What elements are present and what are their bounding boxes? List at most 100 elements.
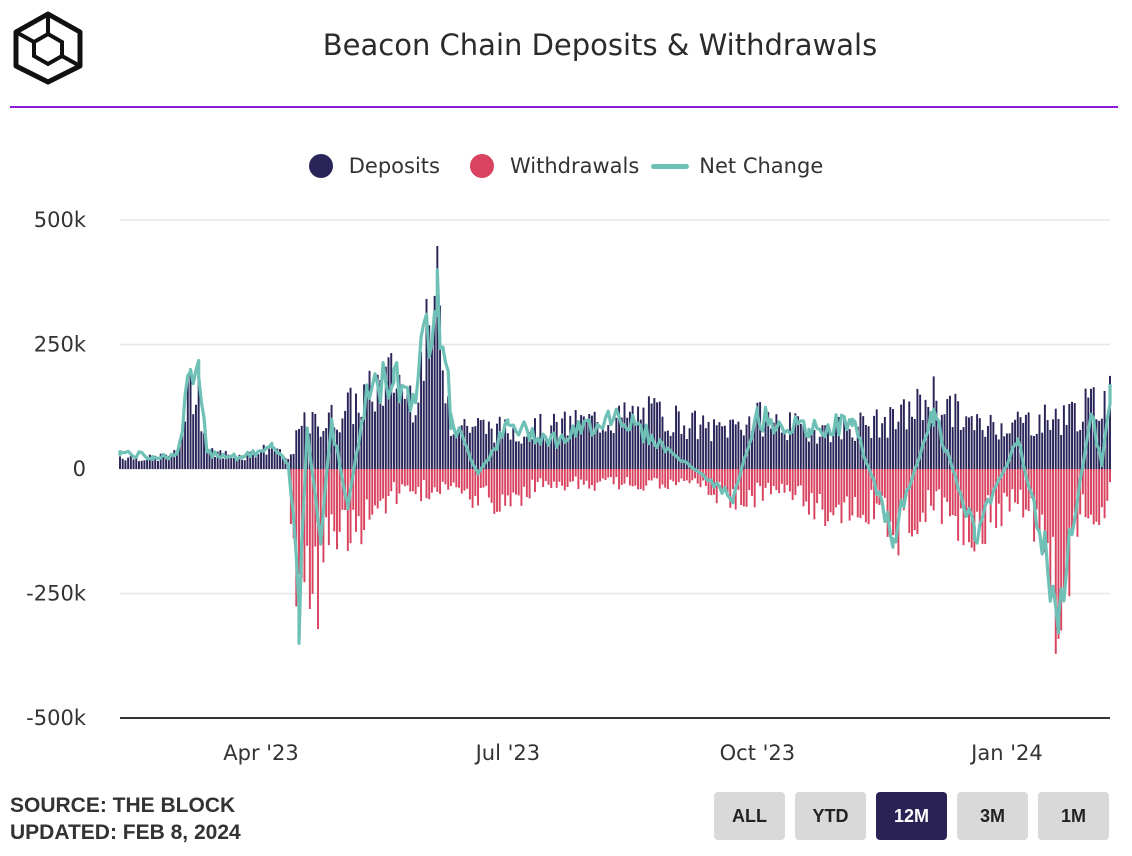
deposit-bar xyxy=(566,435,569,469)
deposit-bar xyxy=(962,427,965,469)
deposit-bar xyxy=(311,412,314,469)
deposit-bar xyxy=(824,425,827,469)
withdrawal-bar xyxy=(859,469,862,519)
withdrawal-bar xyxy=(349,469,352,544)
withdrawal-bar xyxy=(669,469,672,480)
deposit-bar xyxy=(691,412,694,469)
deposit-bar xyxy=(848,429,851,469)
deposit-bar xyxy=(1022,422,1025,469)
withdrawal-bars xyxy=(289,469,1111,654)
deposit-bar xyxy=(523,436,526,469)
withdrawal-bar xyxy=(552,469,555,482)
withdrawal-bar xyxy=(694,469,696,479)
deposit-bar xyxy=(845,428,848,469)
withdrawal-bar xyxy=(924,469,927,523)
range-button-all[interactable]: ALL xyxy=(714,792,785,840)
deposit-bar xyxy=(235,459,238,469)
withdrawal-bar xyxy=(761,469,764,501)
withdrawal-bar xyxy=(870,469,873,490)
deposit-bar xyxy=(620,417,623,469)
range-button-1m[interactable]: 1M xyxy=(1038,792,1109,840)
deposit-bar xyxy=(851,437,854,469)
deposit-bar xyxy=(588,413,591,469)
deposit-bar xyxy=(181,434,184,469)
deposit-bar xyxy=(547,439,550,469)
deposit-bar xyxy=(520,443,523,469)
withdrawal-bar xyxy=(566,469,569,487)
withdrawal-bar xyxy=(740,469,743,505)
withdrawal-bar xyxy=(959,469,962,509)
withdrawal-bar xyxy=(954,469,957,517)
withdrawal-bar xyxy=(995,469,998,528)
withdrawal-bar xyxy=(460,469,463,494)
withdrawal-bar xyxy=(930,469,932,506)
deposit-bar xyxy=(346,392,349,469)
deposit-bar xyxy=(544,438,547,469)
deposit-bar xyxy=(873,415,876,469)
deposit-bar xyxy=(973,430,976,469)
withdrawal-bar xyxy=(1043,469,1046,553)
deposit-bar xyxy=(490,428,493,469)
withdrawal-bar xyxy=(303,469,306,583)
withdrawal-bar xyxy=(767,469,770,483)
deposit-bar xyxy=(471,426,474,469)
deposit-bar xyxy=(1030,435,1033,469)
withdrawal-bar xyxy=(493,469,496,514)
deposit-bar xyxy=(875,409,878,469)
range-button-ytd[interactable]: YTD xyxy=(795,792,866,840)
deposit-bar xyxy=(140,460,143,469)
deposit-bar xyxy=(127,457,130,469)
deposit-bar xyxy=(737,421,740,469)
deposit-bar xyxy=(197,377,200,469)
deposit-bar xyxy=(1081,421,1084,469)
withdrawal-bar xyxy=(1005,469,1008,497)
legend-item-net-change[interactable]: Net Change xyxy=(651,154,823,178)
withdrawal-bar xyxy=(1052,469,1055,537)
withdrawal-bar xyxy=(1019,469,1022,490)
deposit-bar xyxy=(477,418,480,469)
deposit-bar xyxy=(677,411,680,469)
withdrawal-bar xyxy=(512,469,515,493)
withdrawal-bar xyxy=(664,469,667,488)
withdrawal-bar xyxy=(392,469,395,483)
deposit-bar xyxy=(403,398,406,469)
deposit-bar xyxy=(165,454,168,469)
deposit-bar xyxy=(379,380,382,469)
range-button-3m[interactable]: 3M xyxy=(957,792,1028,840)
withdrawal-bar xyxy=(892,469,894,536)
withdrawal-bar xyxy=(645,469,648,486)
withdrawal-bar xyxy=(376,469,379,509)
withdrawal-bar xyxy=(601,469,604,479)
withdrawal-bar xyxy=(786,469,789,486)
deposit-bar xyxy=(634,421,637,469)
withdrawal-bar xyxy=(569,469,572,482)
deposit-bar xyxy=(458,426,461,469)
deposit-bar xyxy=(1098,420,1101,469)
withdrawal-bar xyxy=(618,469,621,490)
withdrawal-bar xyxy=(894,469,897,537)
legend-item-deposits[interactable]: Deposits xyxy=(308,154,440,178)
deposit-bar xyxy=(843,417,846,469)
deposit-bar xyxy=(319,436,322,469)
withdrawal-bar xyxy=(561,469,564,486)
range-button-12m[interactable]: 12M xyxy=(876,792,947,840)
deposit-bar xyxy=(184,421,187,469)
legend-label-deposits: Deposits xyxy=(348,154,440,178)
withdrawal-bar xyxy=(1038,469,1041,532)
deposit-bar xyxy=(897,421,900,469)
withdrawal-bar xyxy=(544,469,547,482)
deposit-bar xyxy=(704,428,707,469)
deposit-bar xyxy=(276,448,279,469)
deposit-bar xyxy=(604,431,607,469)
withdrawal-bar xyxy=(799,469,802,486)
deposit-bar xyxy=(460,425,463,469)
deposit-bar xyxy=(1027,412,1030,469)
withdrawal-bar xyxy=(642,469,645,491)
deposit-bar xyxy=(1079,429,1082,469)
deposit-bar xyxy=(143,460,146,469)
deposit-bar xyxy=(870,438,873,469)
legend-item-withdrawals[interactable]: Withdrawals xyxy=(469,154,639,178)
deposit-bar xyxy=(119,456,121,469)
deposit-bar xyxy=(612,433,615,469)
deposit-bar xyxy=(241,459,244,469)
